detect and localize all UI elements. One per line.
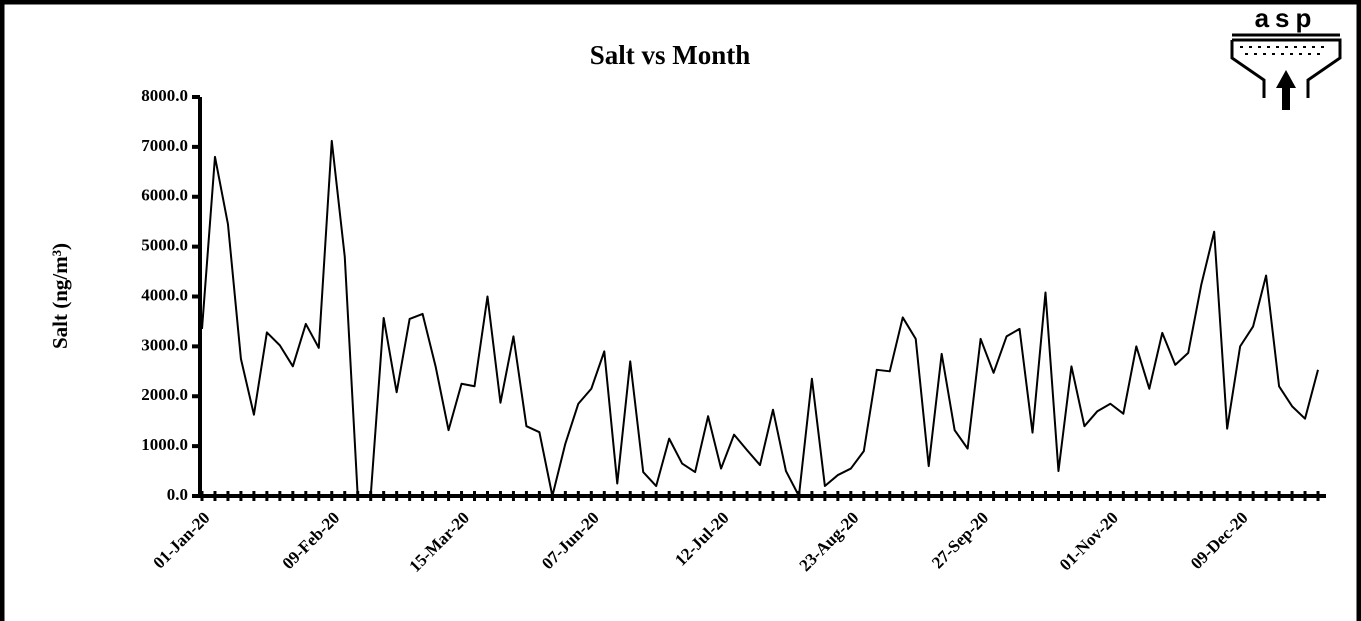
logo-funnel [1230, 38, 1342, 98]
y-tick-label: 0.0 [167, 485, 188, 504]
data-line [201, 139, 1319, 497]
x-tick-label: 12-Jul-20 [671, 508, 733, 570]
x-tick-label: 15-Mar-20 [405, 508, 473, 576]
x-tick-label: 07-Jun-20 [538, 508, 603, 573]
x-tick-label: 01-Nov-20 [1056, 508, 1122, 574]
logo: asp [1230, 3, 1342, 110]
y-tick-label: 1000.0 [141, 435, 188, 454]
x-tick-label: 01-Jan-20 [149, 508, 213, 572]
y-tick-label: 2000.0 [141, 385, 188, 404]
y-tick-label: 8000.0 [141, 86, 188, 105]
x-tick-label: 23-Aug-20 [796, 508, 863, 575]
y-tick-label: 6000.0 [141, 186, 188, 205]
x-tick-label: 09-Feb-20 [279, 508, 344, 573]
x-tick-label: 27-Sep-20 [928, 508, 992, 572]
y-axis-label: Salt (ng/m³) [48, 243, 72, 349]
y-tick-label: 3000.0 [141, 335, 188, 354]
y-tick-label: 5000.0 [141, 236, 188, 255]
y-tick-label: 7000.0 [141, 136, 188, 155]
y-tick-label: 4000.0 [141, 285, 188, 304]
logo-dots [1240, 46, 1330, 55]
logo-text: asp [1255, 3, 1318, 33]
logo-arrow [1276, 70, 1296, 110]
x-tick-label: 09-Dec-20 [1187, 508, 1252, 573]
chart-title: Salt vs Month [590, 40, 751, 70]
